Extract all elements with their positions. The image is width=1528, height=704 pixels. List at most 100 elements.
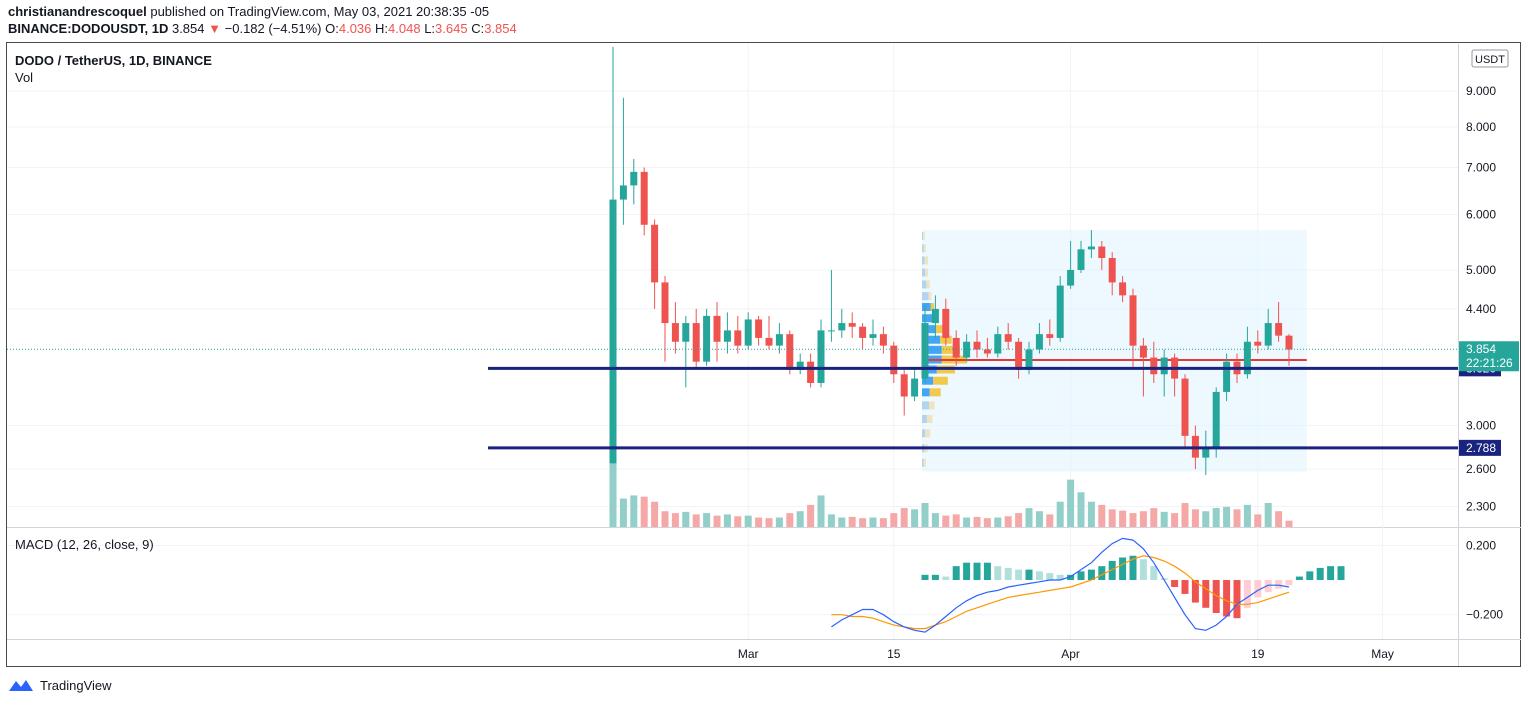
publish-info: christianandrescoquel published on Tradi… bbox=[8, 4, 489, 19]
candle-body bbox=[890, 345, 898, 375]
volume-bar bbox=[1035, 511, 1043, 527]
volume-bar bbox=[1056, 501, 1064, 527]
candle-body bbox=[921, 323, 929, 379]
volume-bar bbox=[994, 517, 1002, 527]
candle-body bbox=[671, 323, 679, 342]
profile-row-down bbox=[923, 244, 926, 253]
candle-body bbox=[869, 334, 877, 338]
macd-histogram-bar bbox=[973, 562, 981, 581]
high-value: 4.048 bbox=[388, 21, 421, 36]
current-price-tag bbox=[1459, 341, 1519, 372]
candle-body bbox=[848, 323, 856, 327]
candle-body bbox=[692, 323, 700, 362]
price-tick-label: 6.000 bbox=[1466, 207, 1496, 221]
profile-row-up bbox=[922, 268, 926, 277]
candle-body bbox=[1056, 285, 1064, 338]
profile-row-up bbox=[922, 303, 931, 312]
candle-body bbox=[1160, 357, 1168, 375]
volume-bar bbox=[869, 517, 877, 527]
last-price: 3.854 bbox=[171, 21, 205, 36]
macd-histogram-bar bbox=[1233, 580, 1241, 619]
volume-bar bbox=[973, 516, 981, 527]
macd-histogram-bar bbox=[963, 562, 971, 581]
macd-tick-label: −0.200 bbox=[1466, 608, 1503, 622]
profile-row-up bbox=[922, 292, 929, 301]
author-name[interactable]: christianandrescoquel bbox=[8, 4, 147, 19]
macd-histogram-bar bbox=[1046, 573, 1054, 581]
profile-row-up bbox=[922, 388, 930, 397]
currency-button[interactable]: USDT bbox=[1471, 49, 1509, 68]
candle-body bbox=[911, 378, 919, 397]
candle-body bbox=[744, 319, 752, 346]
price-tick-label: 5.000 bbox=[1466, 263, 1496, 277]
profile-row-down bbox=[924, 256, 929, 265]
candle-body bbox=[879, 334, 887, 346]
price-tick-label: 7.000 bbox=[1466, 160, 1496, 174]
current-price-label: 3.854 bbox=[1466, 342, 1496, 356]
macd-histogram-bar bbox=[1119, 557, 1127, 581]
volume-bar bbox=[765, 518, 773, 527]
candle-body bbox=[994, 334, 1002, 354]
published-text: published on TradingView.com, May 03, 20… bbox=[150, 4, 490, 19]
macd-histogram-bar bbox=[1067, 574, 1075, 581]
macd-histogram-bar bbox=[1171, 580, 1179, 587]
candle-body bbox=[1212, 391, 1220, 447]
candle-body bbox=[651, 224, 659, 283]
volume-bar bbox=[744, 515, 752, 527]
candle-body bbox=[1275, 323, 1283, 336]
candle-body bbox=[952, 337, 960, 358]
candle-body bbox=[755, 319, 763, 338]
profile-row-up bbox=[922, 280, 927, 289]
profile-row-up bbox=[922, 376, 933, 385]
candle-body bbox=[765, 337, 773, 346]
volume-bar bbox=[1202, 511, 1210, 527]
macd-histogram-bar bbox=[1098, 566, 1106, 581]
volume-bar bbox=[911, 509, 919, 527]
time-tick-label: May bbox=[1371, 647, 1394, 661]
candle-body bbox=[1046, 334, 1054, 338]
volume-bar bbox=[651, 501, 659, 527]
down-arrow-icon: ▼ bbox=[208, 21, 222, 36]
vol-legend[interactable]: Vol bbox=[15, 70, 33, 85]
candle-body bbox=[1004, 334, 1012, 342]
profile-row-down bbox=[926, 415, 933, 424]
profile-row-down bbox=[923, 232, 925, 241]
profile-row-up bbox=[922, 325, 936, 334]
chart-frame[interactable] bbox=[6, 42, 1521, 667]
profile-row-down bbox=[929, 401, 935, 410]
pair-legend[interactable]: DODO / TetherUS, 1D, BINANCE bbox=[15, 53, 212, 68]
profile-row-down bbox=[925, 268, 929, 277]
volume-bar bbox=[1181, 503, 1189, 527]
volume-bar bbox=[1004, 516, 1012, 527]
volume-bar bbox=[921, 503, 929, 527]
time-tick-label: Mar bbox=[738, 647, 759, 661]
macd-histogram-bar bbox=[1264, 580, 1272, 593]
profile-row-down bbox=[928, 292, 932, 301]
countdown-label: 22:21:26 bbox=[1466, 356, 1513, 370]
open-value: 4.036 bbox=[338, 21, 372, 36]
volume-bar bbox=[1108, 509, 1116, 527]
time-tick-label: 19 bbox=[1251, 647, 1265, 661]
macd-legend[interactable]: MACD (12, 26, close, 9) bbox=[15, 537, 154, 552]
candle-body bbox=[838, 323, 846, 331]
profile-row-up bbox=[922, 458, 924, 467]
candle-body bbox=[1243, 341, 1251, 375]
candle-body bbox=[973, 341, 981, 350]
volume-bar bbox=[1077, 492, 1085, 527]
volume-bar bbox=[661, 511, 669, 527]
volume-bar bbox=[1264, 503, 1272, 527]
low-label: L: bbox=[424, 21, 436, 36]
volume-bar bbox=[1171, 513, 1179, 527]
open-label: O: bbox=[325, 21, 339, 36]
macd-line bbox=[831, 537, 1290, 633]
footer-brand[interactable]: TradingView bbox=[8, 677, 112, 693]
price-tick-label: 9.000 bbox=[1466, 84, 1496, 98]
macd-histogram-bar bbox=[1285, 580, 1293, 586]
volume-bar bbox=[723, 514, 731, 527]
candle-body bbox=[931, 308, 939, 324]
volume-bar bbox=[1243, 504, 1251, 527]
profile-row-up bbox=[922, 232, 924, 241]
candle-body bbox=[1285, 335, 1293, 350]
macd-histogram-bar bbox=[983, 562, 991, 581]
